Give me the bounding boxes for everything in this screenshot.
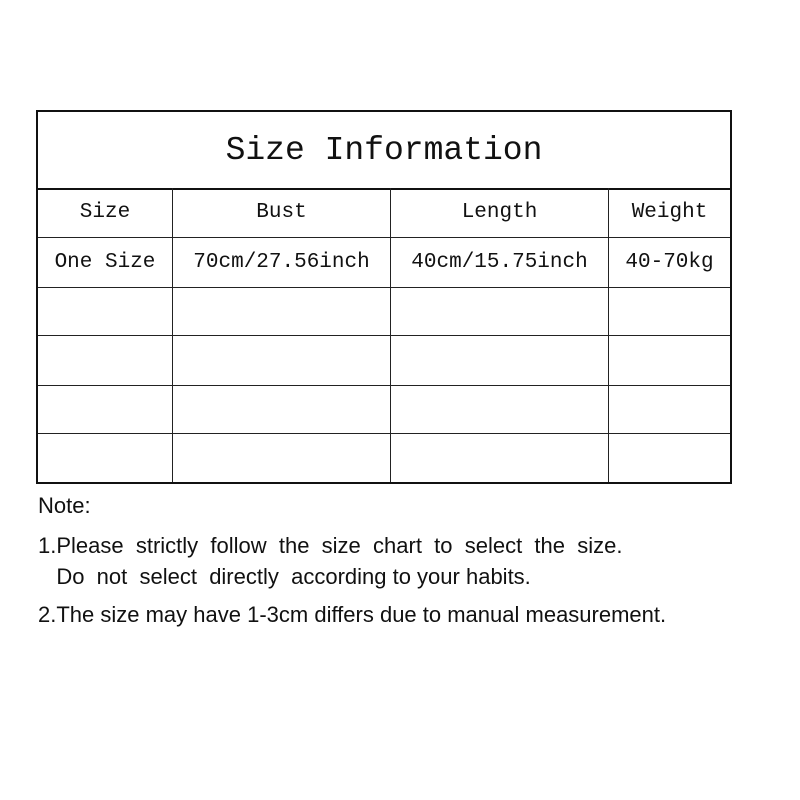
notes: Note: 1.Please strictly follow the size … bbox=[38, 490, 666, 630]
table-row bbox=[38, 386, 730, 434]
table-row bbox=[38, 336, 730, 386]
note-2: 2.The size may have 1-3cm differs due to… bbox=[38, 602, 667, 627]
table-cell bbox=[609, 386, 730, 433]
header-row: Size Bust Length Weight bbox=[38, 188, 730, 238]
table-cell bbox=[391, 288, 609, 335]
table-cell bbox=[609, 288, 730, 335]
table-cell bbox=[38, 336, 173, 385]
table-row bbox=[38, 434, 730, 482]
table-cell: 40-70kg bbox=[625, 251, 714, 274]
notes-heading: Note: bbox=[38, 493, 91, 518]
header-cell: Length bbox=[391, 188, 609, 237]
table-row bbox=[38, 288, 730, 336]
table-cell bbox=[173, 288, 391, 335]
table-cell: One Size bbox=[38, 238, 173, 287]
table-cell bbox=[38, 288, 173, 335]
table-cell: 70cm/27.56inch bbox=[173, 238, 391, 287]
table-title: Size Information bbox=[38, 112, 730, 190]
table-cell bbox=[173, 434, 391, 482]
header-cell: Weight bbox=[631, 201, 708, 224]
note-1-continued: Do not select directly according to your… bbox=[38, 564, 531, 589]
table-cell bbox=[173, 386, 391, 433]
size-table: Size Information Size Bust Length Weight One… bbox=[36, 110, 732, 484]
table-cell bbox=[391, 434, 609, 482]
table-cell bbox=[38, 386, 173, 433]
table-cell bbox=[609, 336, 730, 385]
header-cell: Bust bbox=[173, 188, 391, 237]
header-cell: Size bbox=[38, 188, 173, 237]
note-1: 1.Please strictly follow the size chart … bbox=[38, 533, 623, 558]
table-cell bbox=[391, 386, 609, 433]
table-cell bbox=[38, 434, 173, 482]
table-row: One Size 70cm/27.56inch 40cm/15.75inch 40-7… bbox=[38, 238, 730, 288]
table-cell bbox=[609, 434, 730, 482]
table-cell bbox=[173, 336, 391, 385]
table-cell: 40cm/15.75inch bbox=[391, 238, 609, 287]
table-cell bbox=[391, 336, 609, 385]
